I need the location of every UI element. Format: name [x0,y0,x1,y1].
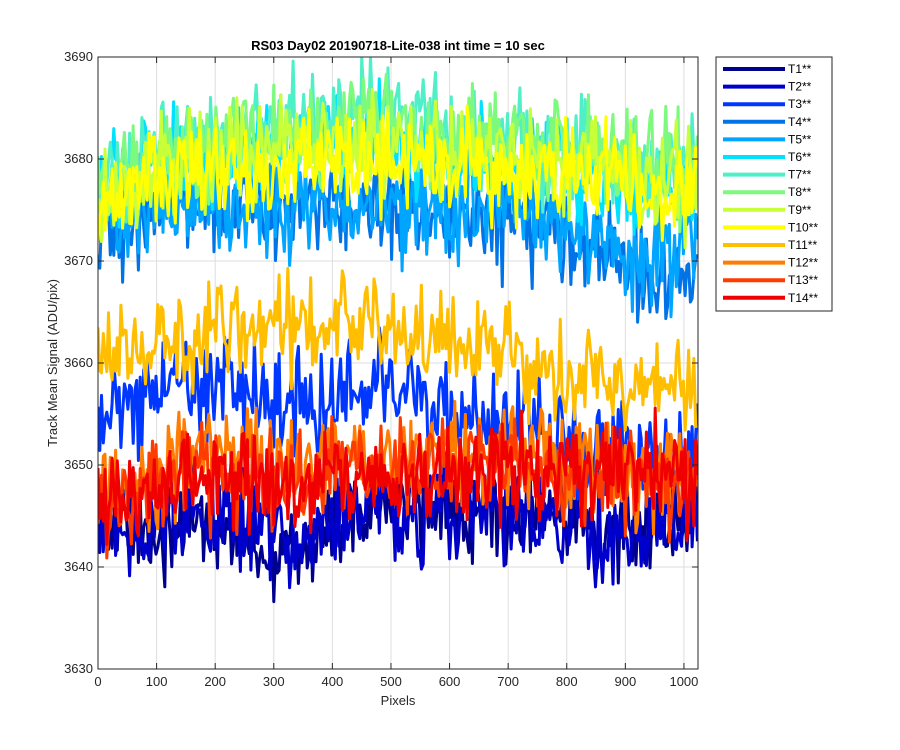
x-tick-label: 500 [380,674,402,689]
legend-label: T1** [788,62,812,76]
x-tick-label: 300 [263,674,285,689]
legend-label: T10** [788,220,818,234]
y-tick-label: 3660 [64,355,93,370]
legend-label: T3** [788,97,812,111]
chart-title: RS03 Day02 20190718-Lite-038 int time = … [251,38,545,53]
x-tick-label: 200 [204,674,226,689]
x-axis-ticks: 0 100 200 300 400 500 600 700 800 900 1000 [94,57,698,689]
legend-label: T5** [788,132,812,146]
y-axis-ticks: 3630 3640 3650 3660 3670 3680 3690 [64,49,698,676]
x-tick-label: 700 [497,674,519,689]
legend-label: T2** [788,80,812,94]
x-tick-label: 0 [94,674,101,689]
series-line-t2 [98,443,698,590]
y-tick-label: 3690 [64,49,93,64]
series-line-t10 [98,104,698,242]
x-axis-label: Pixels [381,693,416,708]
series-line-t3 [98,326,698,525]
series-line-t4 [98,158,698,324]
series-line-t14 [98,406,698,546]
legend-box [715,56,833,312]
legend-label: T8** [788,185,812,199]
y-tick-label: 3650 [64,457,93,472]
legend-label: T12** [788,256,818,270]
y-tick-label: 3630 [64,661,93,676]
series-line-t11 [98,266,698,432]
y-tick-label: 3680 [64,151,93,166]
x-tick-label: 800 [556,674,578,689]
x-tick-label: 600 [439,674,461,689]
x-tick-label: 1000 [669,674,698,689]
legend-label: T14** [788,291,818,305]
series-lines [98,57,698,604]
legend-label: T9** [788,203,812,217]
y-tick-label: 3640 [64,559,93,574]
legend-label: T4** [788,115,812,129]
y-tick-label: 3670 [64,253,93,268]
legend-label: T11** [788,238,817,252]
x-tick-label: 400 [322,674,344,689]
legend: T1** T2** T3** T4** T5** T6** T7** T8** T9** T10*… [715,56,833,312]
legend-label: T13** [788,273,818,287]
legend-label: T7** [788,168,812,182]
y-axis-label: Track Mean Signal (ADU/pix) [45,279,60,447]
legend-label: T6** [788,150,812,164]
x-tick-label: 900 [614,674,636,689]
x-tick-label: 100 [146,674,168,689]
